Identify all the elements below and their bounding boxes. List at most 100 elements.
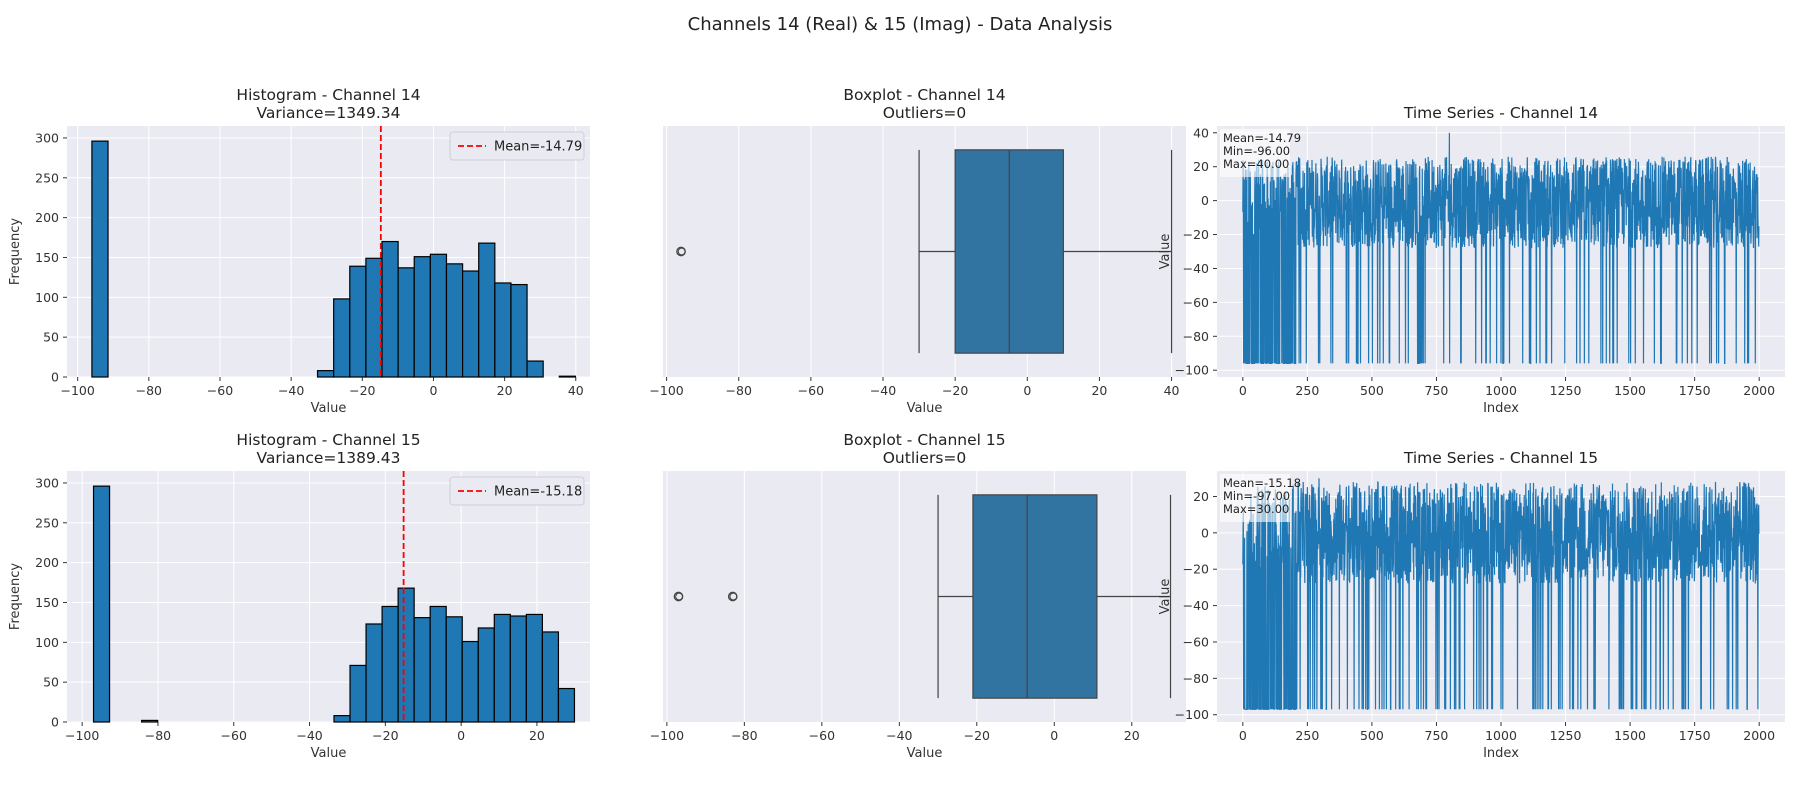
x-tick-label: 500 <box>1360 383 1384 398</box>
x-axis-label: Value <box>907 746 943 761</box>
histogram-bar <box>477 627 495 723</box>
x-tick-label: 1500 <box>1614 728 1646 743</box>
legend-box <box>449 476 585 506</box>
panel-3: 0 250 500 750 1000 1250 1500 1750 2000 −100 −80 −60… <box>1158 104 1785 416</box>
histogram-bar <box>365 257 383 378</box>
y-tick-label: 50 <box>43 330 59 345</box>
x-tick-label: 0 <box>429 383 437 398</box>
x-tick-label: 1250 <box>1550 728 1582 743</box>
histogram-bar <box>316 370 335 378</box>
histogram-bar <box>510 283 528 378</box>
box-iqr <box>972 494 1098 699</box>
y-tick-label: −20 <box>1183 227 1209 242</box>
y-axis-label: Frequency <box>8 563 23 630</box>
time-series-line <box>1242 132 1760 364</box>
x-tick-label: 1000 <box>1485 383 1517 398</box>
panel-title: Boxplot - Channel 14 <box>843 86 1005 104</box>
x-tick-label: −20 <box>942 383 968 398</box>
panel-subtitle: Variance=1389.43 <box>256 449 400 467</box>
y-tick-label: 0 <box>1201 525 1209 540</box>
stats-text-line: Max=30.00 <box>1223 502 1289 516</box>
histogram-bar <box>429 605 447 723</box>
histogram-bar <box>478 242 496 378</box>
stats-text-line: Min=-97.00 <box>1223 489 1290 503</box>
x-axis-label: Value <box>907 401 943 416</box>
histogram-bar <box>413 617 431 723</box>
panel-title: Histogram - Channel 15 <box>236 431 420 449</box>
panel-4: −100 −80 −60 −40 −20 0 20050100150200250300His… <box>8 431 590 761</box>
x-tick-label: 0 <box>1023 383 1031 398</box>
y-tick-label: −100 <box>1175 707 1209 722</box>
histogram-bar <box>92 485 111 723</box>
y-axis-label: Value <box>1158 234 1173 270</box>
histogram-bar <box>333 715 351 723</box>
panel-2: −100 −80 −60 −40 −20 0 20 40 Boxplot - Channel 1… <box>649 86 1186 416</box>
x-tick-label: 1500 <box>1614 383 1646 398</box>
x-tick-label: −40 <box>886 728 912 743</box>
histogram-bar <box>349 664 367 723</box>
x-tick-label: −100 <box>61 383 95 398</box>
x-axis-label: Index <box>1483 746 1519 761</box>
y-tick-label: 20 <box>1193 159 1209 174</box>
outlier-point <box>675 592 683 601</box>
x-tick-label: −60 <box>798 383 824 398</box>
histogram-bar <box>494 282 512 378</box>
outlier-point <box>677 247 686 256</box>
y-tick-label: 300 <box>35 475 59 490</box>
y-tick-label: 200 <box>35 210 59 225</box>
histogram-bar <box>397 267 415 378</box>
stats-text-line: Min=-96.00 <box>1223 144 1290 158</box>
histogram-bar <box>91 140 109 378</box>
y-tick-label: 0 <box>1201 193 1209 208</box>
x-tick-label: 2000 <box>1743 728 1775 743</box>
time-series-line <box>1242 478 1760 710</box>
x-tick-label: 0 <box>1050 728 1058 743</box>
histogram-bar <box>541 631 560 723</box>
histogram-bar <box>509 615 527 723</box>
panel-title: Time Series - Channel 14 <box>1403 104 1598 122</box>
y-tick-label: 0 <box>51 370 59 385</box>
y-tick-label: 300 <box>35 130 59 145</box>
y-tick-label: 150 <box>35 250 59 265</box>
y-tick-label: −20 <box>1183 562 1209 577</box>
x-tick-label: 20 <box>1091 383 1107 398</box>
y-tick-label: −40 <box>1183 598 1209 613</box>
legend-label: Mean=-14.79 <box>494 140 582 155</box>
histogram-bar <box>381 240 399 378</box>
x-tick-label: −40 <box>278 383 304 398</box>
histogram-bar <box>493 613 511 723</box>
histogram-bar <box>429 253 448 378</box>
x-tick-label: −40 <box>870 383 896 398</box>
panel-5: −100 −80 −60 −40 −20 0 20 Boxplot - Channel 15O… <box>650 431 1186 761</box>
x-tick-label: 0 <box>1239 383 1247 398</box>
legend-box <box>449 131 585 161</box>
y-tick-label: 100 <box>35 290 59 305</box>
y-tick-label: 250 <box>35 170 59 185</box>
histogram-bar <box>397 587 415 723</box>
y-axis-label: Value <box>1158 579 1173 615</box>
x-tick-label: −20 <box>349 383 375 398</box>
x-tick-label: 40 <box>1164 383 1180 398</box>
y-tick-label: −80 <box>1183 671 1209 686</box>
panel-1: −100 −80 −60 −40 −20 0 20 40 0 50 100 150 200 250 300 H… <box>8 86 590 416</box>
histogram-bar <box>141 719 159 723</box>
x-tick-label: 20 <box>497 383 513 398</box>
y-tick-label: −80 <box>1183 329 1209 344</box>
panel-6: 0 250 500 750 1000 1250 1500 1750 2000 −100 −80 −60… <box>1158 449 1785 761</box>
x-tick-label: 20 <box>529 728 545 743</box>
histogram-bar <box>413 256 431 378</box>
outlier-point <box>729 592 738 601</box>
panels: −100 −80 −60 −40 −20 0 20 40050100150200250300H… <box>8 86 1785 761</box>
histogram-bar <box>558 375 577 378</box>
x-tick-label: −60 <box>221 728 247 743</box>
stats-box <box>1220 129 1290 177</box>
y-tick-label: 100 <box>35 635 59 650</box>
panel-title: Time Series - Channel 15 <box>1403 449 1598 467</box>
x-axis-label: Value <box>311 401 347 416</box>
y-tick-label: 200 <box>35 555 59 570</box>
y-tick-label: −60 <box>1183 634 1209 649</box>
stats-box <box>1220 474 1290 522</box>
x-tick-label: 750 <box>1425 383 1449 398</box>
y-tick-label: 20 <box>1193 489 1209 504</box>
